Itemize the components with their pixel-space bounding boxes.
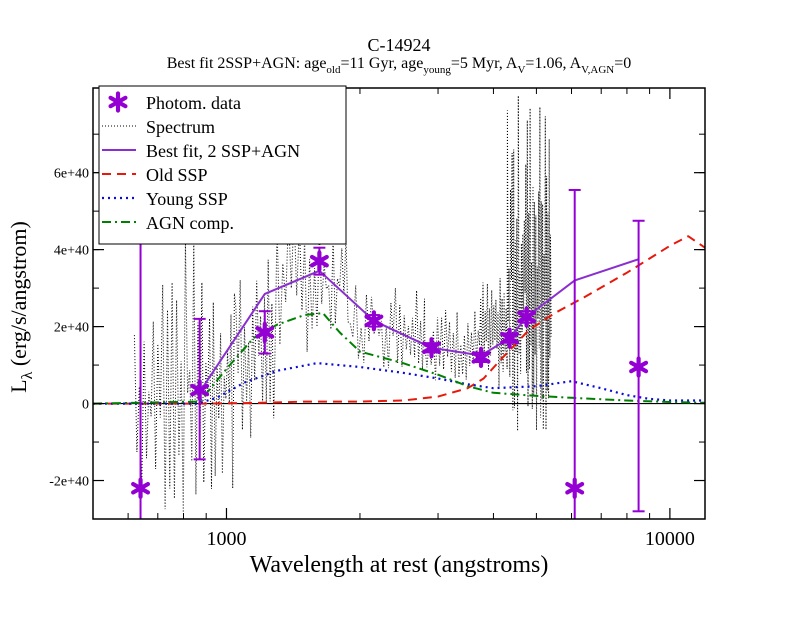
plot-frame [92,87,706,520]
series-best-fit [198,258,639,393]
legend-label: Photom. data [146,93,241,113]
axis-ticks: -2e+40 0 2e+40 4e+40 6e+40 1000 10000 [49,88,705,550]
subtitle-mid1: =11 Gyr, age [340,55,423,72]
subtitle-mid2: =5 Myr, A [451,55,518,72]
photometry-point-5 [366,312,381,329]
legend-item-agn: AGN comp. [102,213,234,233]
legend-label: Best fit, 2 SSP+AGN [146,141,300,161]
y-label-sub: λ [19,371,36,379]
spectrum-layer [133,95,552,513]
y-axis-label: Lλ (erg/s/angstrom) [6,221,36,393]
photometry-marker [631,358,646,375]
legend-label: Old SSP [146,165,208,185]
subtitle-sub-v: V [517,64,525,76]
series-layer [93,235,705,405]
photometry-point-2 [192,317,207,461]
photometry-point-8 [502,330,517,347]
legend-box [98,85,347,245]
subtitle-mid3: =1.06, A [525,55,581,72]
chart-title: C-14924 [368,35,431,55]
x-tick-label: 1000 [206,528,246,550]
subtitle-sub-old: old [326,64,341,76]
photometry-point-7 [474,349,489,366]
photometry-marker [567,480,582,497]
legend-item-photometry: Photom. data [111,93,241,113]
series-young-ssp [93,362,705,405]
legend-item-young-ssp: Young SSP [102,189,228,209]
y-label-main: L [6,379,31,392]
subtitle-suffix: =0 [614,55,631,72]
legend-item-old-ssp: Old SSP [102,165,208,185]
legend-label: Young SSP [146,189,228,209]
legend-item-best-fit: Best fit, 2 SSP+AGN [102,141,300,161]
photometry-point-3 [257,310,272,355]
legend: Photom. data Spectrum Best fit, 2 SSP+AGN O… [98,85,347,245]
photometry-point-4 [312,246,327,276]
x-axis-label: Wavelength at rest (angstroms) [250,552,549,578]
subtitle-sub-young: young [423,64,451,76]
y-label-rest: (erg/s/angstrom) [6,221,31,372]
photometry-point-9 [519,308,534,325]
photometry-marker [133,480,148,497]
x-tick-label: 10000 [645,528,695,550]
y-tick-label: 0 [82,398,89,413]
legend-label: AGN comp. [146,213,234,233]
subtitle-sub-vagn: V,AGN [581,64,614,76]
y-tick-label: 4e+40 [54,244,89,259]
y-tick-label: -2e+40 [49,475,89,490]
photometry-point-11 [631,219,646,513]
photometry-point-10 [567,188,582,519]
legend-item-spectrum: Spectrum [102,117,215,137]
legend-label: Spectrum [146,117,215,137]
subtitle-prefix: Best fit 2SSP+AGN: age [167,55,327,72]
spectrum-line [133,95,552,513]
photometry-point-6 [424,339,439,356]
y-tick-label: 6e+40 [54,167,89,182]
series-old-ssp [93,235,705,405]
series-agn [93,312,705,405]
chart-subtitle: Best fit 2SSP+AGN: ageold=11 Gyr, ageyou… [167,55,632,76]
y-tick-label: 2e+40 [54,321,89,336]
